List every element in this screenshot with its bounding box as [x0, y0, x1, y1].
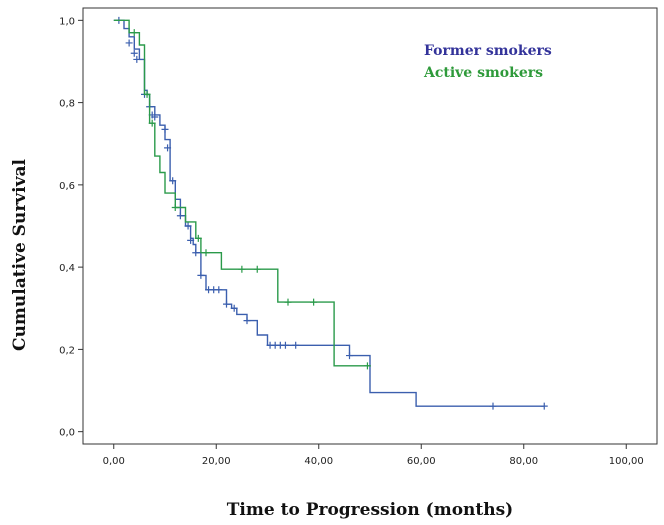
y-axis-title: Cumulative Survival [10, 159, 30, 351]
censor-mark [148, 119, 156, 127]
x-tick-label: 40,00 [304, 456, 333, 467]
censor-mark [230, 304, 238, 312]
censor-mark [253, 265, 261, 273]
censor-mark [215, 286, 223, 294]
censor-mark [489, 402, 497, 410]
legend-active-smokers: Active smokers [423, 65, 543, 81]
y-tick-label: 0,8 [59, 99, 75, 110]
censor-mark [133, 55, 141, 63]
censor-mark [194, 234, 202, 242]
censor-mark [540, 402, 548, 410]
y-tick-label: 0,0 [59, 428, 75, 439]
censor-mark [243, 317, 251, 325]
series-group [113, 19, 371, 370]
censor-mark [281, 341, 289, 349]
x-tick-label: 100,00 [609, 456, 644, 467]
censor-mark [184, 222, 192, 230]
censor-mark [130, 49, 138, 57]
y-ticks: 0,0 0,2 0,4 0,6 0,8 1,0 [59, 16, 83, 439]
censor-mark [171, 203, 179, 211]
censor-mark [176, 212, 184, 220]
censor-mark [161, 125, 169, 133]
censor-mark [169, 177, 177, 185]
x-ticks: 0,00 20,00 40,00 60,00 80,00 100,00 [103, 444, 644, 467]
censor-mark [192, 249, 200, 257]
x-tick-label: 20,00 [202, 456, 231, 467]
censor-mark [223, 300, 230, 308]
censor-mark [363, 362, 371, 370]
x-tick-label: 60,00 [407, 456, 436, 467]
y-tick-label: 0,6 [59, 181, 75, 192]
censor-mark [238, 265, 246, 273]
censor-mark [310, 298, 318, 306]
censor-mark [164, 144, 172, 152]
series-layer [113, 16, 548, 410]
x-tick-label: 80,00 [509, 456, 538, 467]
censor-mark [284, 298, 292, 306]
censor-mark [202, 249, 210, 257]
censor-mark [187, 236, 195, 244]
censor-mark [151, 113, 159, 121]
y-tick-label: 1,0 [59, 16, 75, 27]
censor-mark [130, 29, 138, 37]
y-tick-label: 0,2 [59, 345, 75, 356]
x-tick-label: 0,00 [103, 456, 125, 467]
x-axis-title: Time to Progression (months) [227, 500, 513, 520]
censor-mark [346, 352, 353, 360]
series-line [113, 19, 370, 367]
censor-mark [292, 341, 300, 349]
censor-mark [143, 90, 151, 98]
censor-mark [197, 271, 205, 279]
censor-mark [125, 39, 133, 47]
legend-former-smokers: Former smokers [424, 43, 552, 59]
y-tick-label: 0,4 [59, 263, 75, 274]
